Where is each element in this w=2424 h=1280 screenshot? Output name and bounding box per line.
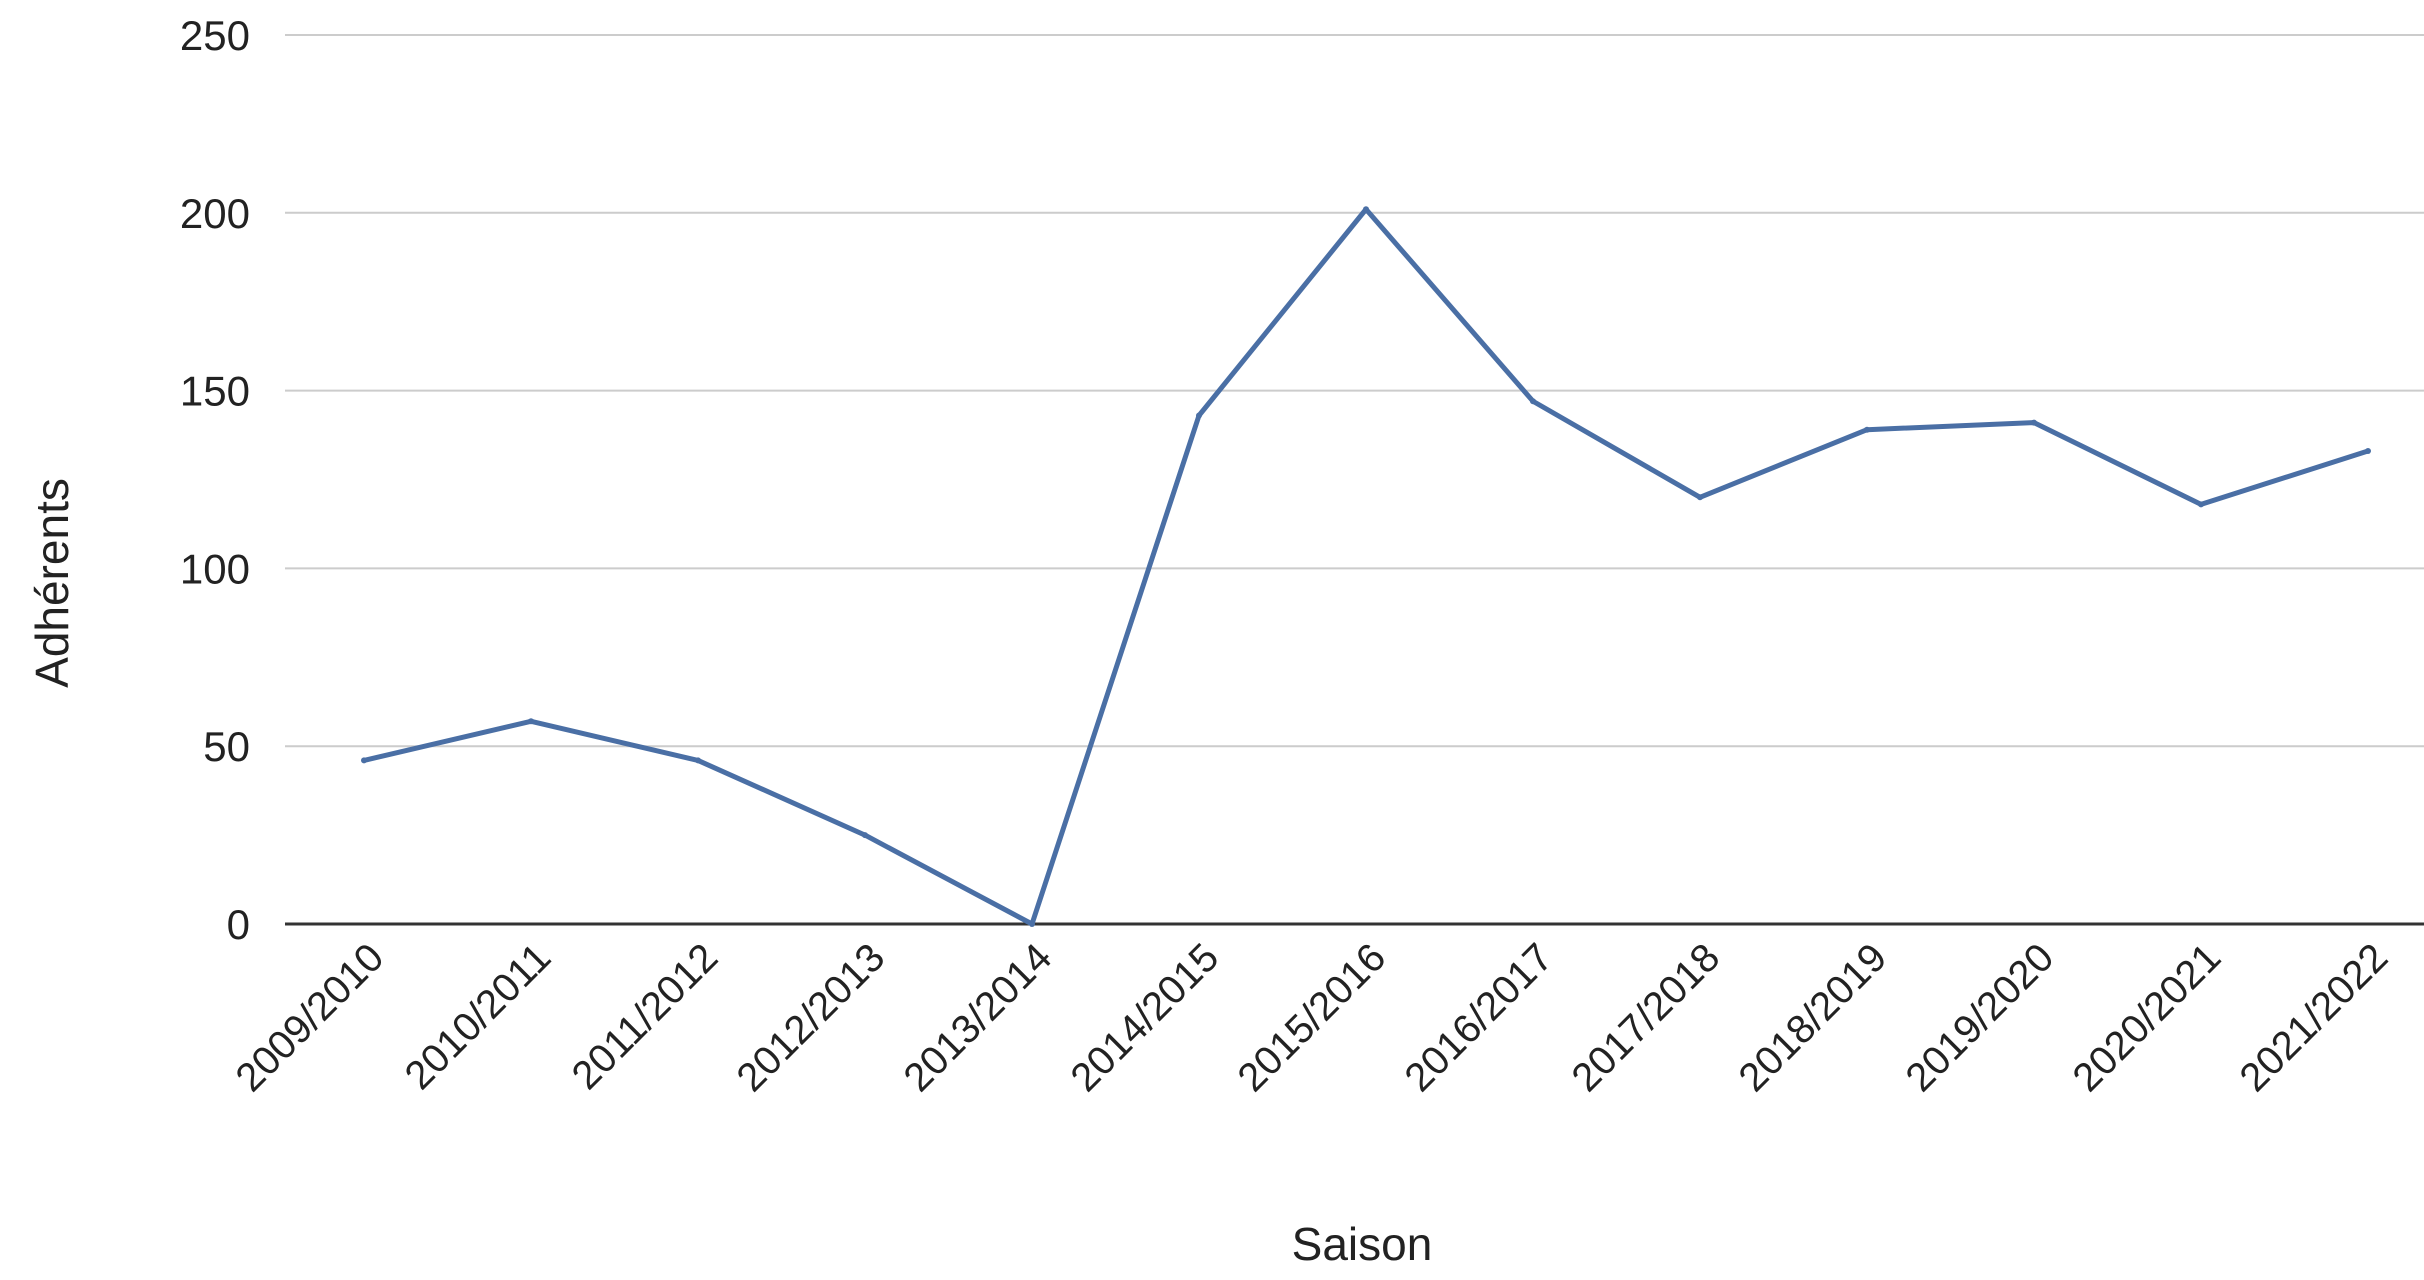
x-tick-label: 2020/2021 [2065,935,2230,1100]
data-point [1697,494,1703,501]
data-point [695,757,701,764]
y-tick-label: 50 [203,723,250,770]
x-axis-ticks: 2009/2010 2010/2011 2011/2012 2012/2013 2013… [228,935,2397,1100]
y-axis-title: Adhérents [26,478,78,688]
y-tick-label: 200 [180,190,250,237]
y-tick-label: 0 [227,901,250,948]
x-tick-label: 2018/2019 [1731,935,1896,1100]
series-lines [361,206,2371,927]
y-tick-label: 100 [180,545,250,592]
x-tick-label: 2009/2010 [228,935,393,1100]
x-tick-label: 2013/2014 [896,935,1061,1100]
data-point [1363,206,1369,213]
data-point [528,718,534,725]
data-point [2198,501,2204,508]
x-axis-title: Saison [1292,1218,1433,1270]
data-point [862,832,868,839]
x-tick-label: 2017/2018 [1564,935,1729,1100]
x-tick-label: 2012/2013 [729,935,894,1100]
data-point [1864,426,1870,433]
data-point [1029,921,1035,927]
x-tick-label: 2019/2020 [1898,935,2063,1100]
x-tick-label: 2010/2011 [397,935,560,1098]
x-tick-label: 2021/2022 [2232,935,2397,1100]
data-point [2365,448,2371,455]
x-tick-label: 2014/2015 [1063,935,1228,1100]
y-tick-label: 250 [180,12,250,59]
data-point [1530,398,1536,405]
y-tick-label: 150 [180,368,250,415]
y-axis-ticks: 0 50 100 150 200 250 [180,12,250,948]
series-line [361,206,2371,927]
x-tick-label: 2016/2017 [1397,935,1562,1100]
data-point [2031,419,2037,426]
data-point [361,757,367,764]
x-tick-label: 2011/2012 [564,935,727,1098]
gridlines [285,34,2424,926]
x-tick-label: 2015/2016 [1230,935,1395,1100]
data-point [1196,412,1202,419]
